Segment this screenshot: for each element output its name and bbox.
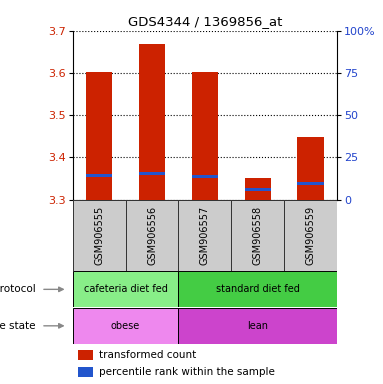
Text: obese: obese <box>111 321 140 331</box>
Bar <box>298 137 324 200</box>
Bar <box>245 178 271 200</box>
Bar <box>192 72 218 200</box>
Text: GSM906557: GSM906557 <box>200 205 210 265</box>
Bar <box>86 72 113 200</box>
Bar <box>78 367 93 377</box>
Bar <box>178 200 231 271</box>
Bar <box>178 271 337 307</box>
Text: GSM906559: GSM906559 <box>306 206 316 265</box>
Bar <box>231 200 284 271</box>
Text: cafeteria diet fed: cafeteria diet fed <box>84 284 167 295</box>
Text: disease state: disease state <box>0 321 36 331</box>
Bar <box>73 308 178 344</box>
Bar <box>284 200 337 271</box>
Bar <box>245 188 271 190</box>
Bar <box>73 200 126 271</box>
Bar <box>86 174 113 177</box>
Bar <box>178 308 337 344</box>
Text: GSM906556: GSM906556 <box>147 206 157 265</box>
Bar <box>126 200 178 271</box>
Text: GSM906555: GSM906555 <box>94 205 104 265</box>
Text: lean: lean <box>247 321 268 331</box>
Text: percentile rank within the sample: percentile rank within the sample <box>99 367 275 377</box>
Bar <box>139 44 165 200</box>
Text: standard diet fed: standard diet fed <box>216 284 300 295</box>
Text: transformed count: transformed count <box>99 350 196 360</box>
Bar <box>73 271 178 307</box>
Title: GDS4344 / 1369856_at: GDS4344 / 1369856_at <box>128 15 282 28</box>
Text: GSM906558: GSM906558 <box>253 206 263 265</box>
Bar <box>298 182 324 185</box>
Bar <box>192 175 218 177</box>
Bar <box>139 172 165 175</box>
Text: protocol: protocol <box>0 284 36 295</box>
Bar <box>78 351 93 360</box>
